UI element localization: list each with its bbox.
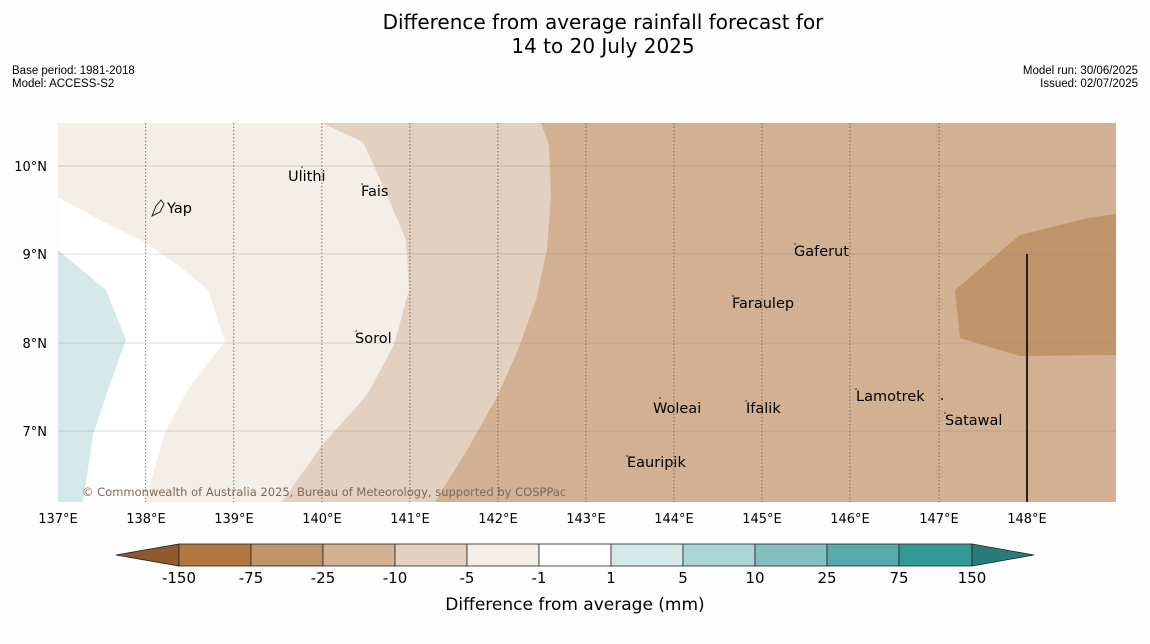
model-text: Model: ACCESS-S2 (12, 78, 115, 90)
title-line-1: Difference from average rainfall forecas… (382, 10, 824, 34)
colorbar-label: -150 (162, 569, 196, 587)
region-minus75-to-minus25 (955, 214, 1116, 356)
colorbar-label: 75 (889, 569, 908, 587)
meta-left: Base period: 1981-2018 Model: ACCESS-S2 (12, 65, 135, 91)
lon-label-138e: 138°E (126, 512, 166, 527)
colorbar-swatch (394, 543, 468, 567)
longitude-axis: 137°E 138°E 139°E 140°E 141°E 142°E 143°… (38, 512, 1047, 527)
issued-text: Issued: 02/07/2025 (1040, 78, 1138, 90)
lon-label-146e: 146°E (830, 512, 870, 527)
colorbar-title: Difference from average (mm) (445, 595, 704, 615)
place-label-ifalik: Ifalik (746, 401, 781, 417)
lon-label-148e: 148°E (1007, 512, 1047, 527)
lon-label-137e: 137°E (38, 512, 78, 527)
lat-label-7n: 7°N (23, 425, 48, 440)
lat-label-8n: 8°N (23, 337, 48, 352)
place-label-eauripik: Eauripik (627, 455, 686, 471)
colorbar-swatch (322, 543, 396, 567)
colorbar-swatch (466, 543, 540, 567)
colorbar-swatch (754, 543, 828, 567)
yap-island-shape (151, 199, 165, 218)
colorbar-swatch (826, 543, 900, 567)
longitude-gridlines (145, 123, 940, 502)
lat-label-9n: 9°N (23, 248, 48, 263)
region-1-to-5 (58, 250, 126, 502)
colorbar-swatch (682, 543, 756, 567)
colorbar-swatch (178, 543, 252, 567)
place-label-sorol: Sorol (355, 331, 392, 347)
place-label-woleai: Woleai (653, 401, 701, 417)
place-label-ulithi: Ulithi (288, 169, 326, 185)
colorbar-label: 25 (817, 569, 836, 587)
chart-title: Difference from average rainfall forecas… (0, 10, 1150, 58)
place-label-yap: Yap (166, 201, 192, 217)
lon-label-145e: 145°E (742, 512, 782, 527)
lon-label-141e: 141°E (390, 512, 430, 527)
lon-label-140e: 140°E (302, 512, 342, 527)
latitude-axis: 10°N 9°N 8°N 7°N (14, 160, 47, 440)
latitude-gridlines (58, 165, 1116, 432)
map-area: Ulithi Fais Yap Gaferut Faraulep Sorol L… (58, 123, 1116, 502)
colorbar: -150 -75 -25 -10 -5 -1 1 5 10 25 75 150 … (115, 543, 1035, 615)
colorbar-extend-min (115, 543, 180, 567)
lon-label-139e: 139°E (214, 512, 254, 527)
colorbar-swatch (250, 543, 324, 567)
colorbar-label: -25 (311, 569, 336, 587)
colorbar-label: -10 (383, 569, 408, 587)
lon-label-144e: 144°E (654, 512, 694, 527)
island-markers (301, 166, 946, 457)
colorbar-label: 10 (745, 569, 764, 587)
colorbar-label: -5 (460, 569, 475, 587)
colorbar-extend-max (971, 543, 1035, 567)
title-line-2: 14 to 20 July 2025 (511, 34, 695, 58)
colorbar-label: 5 (678, 569, 688, 587)
region-minus1-to-1 (58, 197, 225, 502)
colorbar-label: 150 (958, 569, 987, 587)
model-run-text: Model run: 30/06/2025 (1022, 65, 1138, 77)
lon-label-147e: 147°E (919, 512, 959, 527)
place-label-gaferut: Gaferut (794, 244, 849, 260)
colorbar-label: 1 (606, 569, 616, 587)
lat-label-10n: 10°N (14, 160, 47, 175)
place-label-fais: Fais (361, 184, 388, 200)
lon-label-143e: 143°E (566, 512, 606, 527)
place-label-satawal: Satawal (945, 413, 1002, 429)
base-period-text: Base period: 1981-2018 (12, 65, 135, 77)
meta-right: Model run: 30/06/2025 Issued: 02/07/2025 (1023, 65, 1138, 91)
colorbar-swatch (610, 543, 684, 567)
place-label-lamotrek: Lamotrek (856, 389, 925, 405)
copyright-notice: © Commonwealth of Australia 2025, Bureau… (82, 485, 566, 499)
colorbar-label: -75 (239, 569, 264, 587)
place-label-faraulep: Faraulep (732, 296, 794, 312)
colorbar-swatch (898, 543, 973, 567)
colorbar-swatch (538, 543, 612, 567)
colorbar-label: -1 (532, 569, 547, 587)
lon-label-142e: 142°E (478, 512, 518, 527)
